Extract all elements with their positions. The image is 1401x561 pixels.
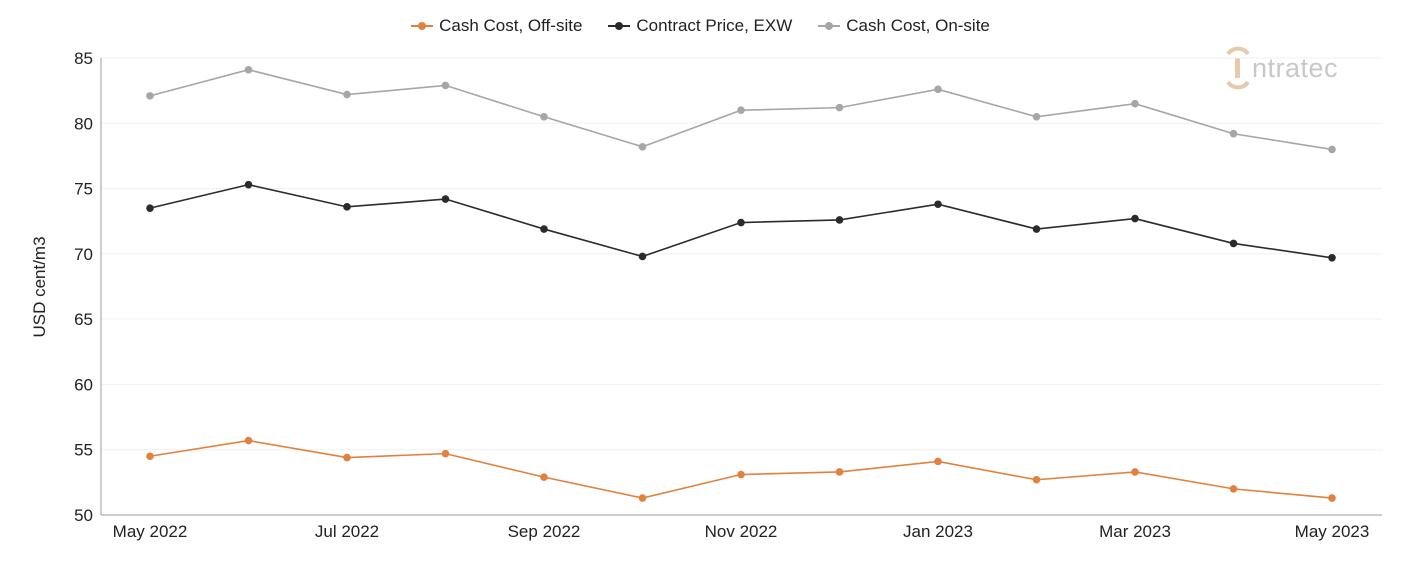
y-tick-label: 80 [74,114,93,133]
data-point-cash-cost-on-site [244,65,253,74]
legend-item-contract-price-exw[interactable]: Contract Price, EXW [608,16,792,36]
y-tick-label: 85 [74,49,93,68]
data-point-contract-price-exw [1032,225,1041,233]
data-point-cash-cost-on-site [540,112,548,121]
data-point-contract-price-exw [146,204,154,212]
y-tick-label: 75 [74,180,93,199]
data-point-cash-cost-off-site [1328,494,1336,502]
data-point-contract-price-exw [934,200,942,209]
x-tick-label: May 2023 [1295,522,1370,541]
x-tick-label: May 2022 [113,522,188,541]
data-point-cash-cost-on-site [835,103,844,112]
x-tick-label: Jul 2022 [315,522,379,541]
data-point-contract-price-exw [1131,214,1139,223]
x-tick-label: Nov 2022 [705,522,778,541]
legend-swatch-contract-price [608,20,631,32]
legend-label: Cash Cost, Off-site [439,16,583,35]
tick-labels: 50 55 60 65 70 75 80 85 May 2022 Jul 2022 Sep 2022… [74,49,1369,541]
data-point-contract-price-exw [540,225,548,233]
data-point-contract-price-exw [441,195,450,203]
data-point-cash-cost-off-site [638,494,647,502]
data-point-cash-cost-off-site [244,436,253,445]
data-point-cash-cost-on-site [638,142,647,151]
data-point-contract-price-exw [244,180,253,189]
data-point-cash-cost-on-site [146,92,154,100]
data-point-cash-cost-on-site [441,81,450,90]
axes [100,58,1382,516]
series-line-cash-cost-off-site [149,439,1333,499]
data-point-cash-cost-off-site [540,473,548,481]
data-point-contract-price-exw [1328,253,1336,262]
x-tick-label: Sep 2022 [508,522,581,541]
y-tick-label: 50 [74,506,93,525]
data-point-cash-cost-on-site [934,85,942,94]
data-point-contract-price-exw [638,252,647,261]
data-point-cash-cost-off-site [1229,485,1238,493]
data-point-cash-cost-on-site [1229,129,1238,138]
y-axis-label: USD cent/m3 [30,236,49,337]
data-point-contract-price-exw [835,216,844,224]
data-point-cash-cost-off-site [441,449,450,458]
data-point-cash-cost-off-site [835,468,844,476]
legend-swatch-on-site [818,20,841,32]
data-point-cash-cost-on-site [343,90,351,99]
grid-lines [101,57,1382,451]
data-point-cash-cost-on-site [737,106,745,115]
data-point-cash-cost-off-site [1131,468,1139,476]
legend-item-cash-cost-on-site[interactable]: Cash Cost, On-site [818,16,990,36]
data-point-cash-cost-off-site [737,470,745,479]
series-layer [146,65,1336,502]
data-point-cash-cost-on-site [1328,145,1336,154]
legend-item-cash-cost-off-site[interactable]: Cash Cost, Off-site [411,16,582,36]
data-point-cash-cost-off-site [1032,475,1041,484]
y-tick-label: 70 [74,245,93,264]
chart-legend: Cash Cost, Off-site Contract Price, EXW … [0,16,1401,36]
data-point-cash-cost-on-site [1032,112,1041,121]
y-tick-label: 55 [74,441,93,460]
data-point-cash-cost-off-site [934,457,942,466]
data-point-contract-price-exw [737,218,745,227]
x-tick-label: Mar 2023 [1099,522,1171,541]
data-point-cash-cost-on-site [1131,99,1139,108]
legend-label: Cash Cost, On-site [846,16,990,35]
x-tick-label: Jan 2023 [903,522,973,541]
y-tick-label: 60 [74,375,93,394]
data-point-cash-cost-off-site [343,453,351,462]
legend-label: Contract Price, EXW [636,16,793,35]
data-point-contract-price-exw [1229,239,1238,248]
legend-swatch-off-site [411,20,434,32]
intratec-logo-icon [1222,44,1256,92]
y-tick-label: 65 [74,310,93,329]
data-point-contract-price-exw [343,203,351,211]
data-point-cash-cost-off-site [146,452,154,461]
